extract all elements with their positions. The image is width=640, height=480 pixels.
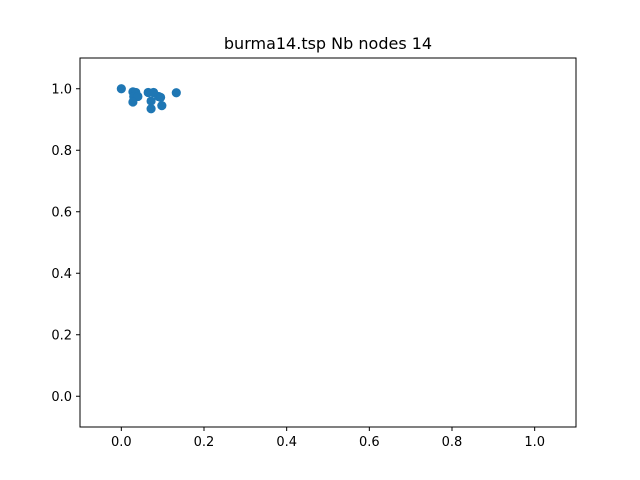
plot-area [79,57,577,428]
x-tick-label: 0.0 [111,435,132,450]
data-point [156,92,166,102]
y-tick-label: 0.8 [51,144,72,159]
y-tick-label: 0.0 [51,390,72,405]
chart-title: burma14.tsp Nb nodes 14 [224,34,432,53]
data-point [146,104,156,114]
data-point [171,88,181,98]
y-tick-label: 1.0 [51,82,72,97]
x-tick-label: 0.8 [442,435,463,450]
x-tick-label: 0.2 [194,435,215,450]
y-axis: 0.0 0.2 0.4 0.6 0.8 1.0 [51,82,80,405]
data-point [116,84,126,94]
x-axis: 0.0 0.2 0.4 0.6 0.8 1.0 [111,427,545,450]
y-tick-label: 0.2 [51,328,72,343]
x-tick-label: 1.0 [524,435,545,450]
data-point [146,96,156,106]
y-tick-label: 0.4 [51,267,72,282]
data-points [116,84,181,114]
x-tick-label: 0.6 [359,435,380,450]
data-point [128,97,138,107]
plot-frame [79,57,577,428]
data-point [157,101,167,111]
y-tick-label: 0.6 [51,205,72,220]
x-tick-label: 0.4 [276,435,297,450]
